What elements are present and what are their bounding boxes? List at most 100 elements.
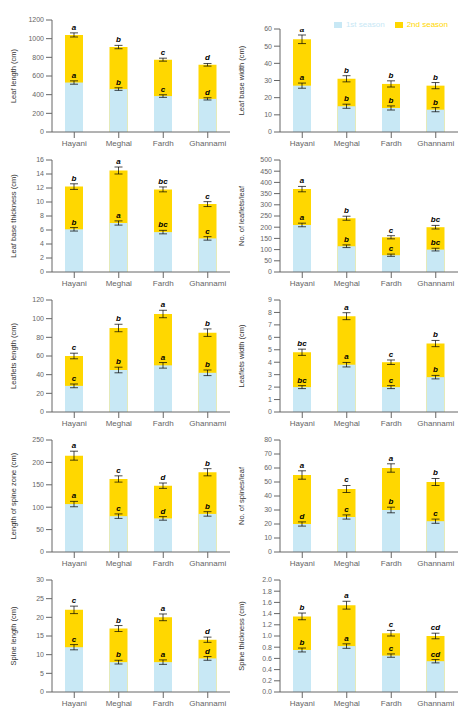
svg-text:500: 500 bbox=[260, 156, 272, 163]
svg-text:150: 150 bbox=[32, 481, 44, 488]
svg-text:400: 400 bbox=[32, 91, 44, 98]
svg-text:10: 10 bbox=[36, 651, 44, 658]
svg-text:Hayani: Hayani bbox=[62, 559, 87, 568]
svg-text:a: a bbox=[72, 23, 77, 32]
svg-text:100: 100 bbox=[32, 315, 44, 322]
svg-text:30: 30 bbox=[36, 576, 44, 583]
svg-text:b: b bbox=[72, 174, 77, 183]
svg-text:Ghannami: Ghannami bbox=[189, 139, 226, 148]
svg-text:bc: bc bbox=[431, 215, 441, 224]
svg-text:0.2: 0.2 bbox=[262, 677, 272, 684]
svg-text:0: 0 bbox=[268, 268, 272, 275]
svg-text:Leaf length (cm): Leaf length (cm) bbox=[9, 48, 18, 103]
svg-text:a: a bbox=[389, 454, 394, 463]
svg-text:bc: bc bbox=[158, 220, 168, 229]
svg-text:6: 6 bbox=[40, 226, 44, 233]
svg-text:4: 4 bbox=[40, 240, 44, 247]
svg-text:a: a bbox=[300, 213, 305, 222]
svg-text:b: b bbox=[433, 468, 438, 477]
svg-text:b: b bbox=[116, 650, 121, 659]
svg-text:Fardh: Fardh bbox=[153, 699, 174, 708]
svg-text:No. of spines/leaf: No. of spines/leaf bbox=[237, 466, 246, 525]
svg-text:1.6: 1.6 bbox=[262, 599, 272, 606]
svg-text:c: c bbox=[433, 509, 438, 518]
svg-text:b: b bbox=[344, 206, 349, 215]
svg-text:Hayani: Hayani bbox=[290, 699, 315, 708]
svg-text:Ghannami: Ghannami bbox=[189, 559, 226, 568]
svg-text:10: 10 bbox=[264, 534, 272, 541]
svg-text:cd: cd bbox=[431, 650, 441, 659]
svg-text:Hayani: Hayani bbox=[62, 419, 87, 428]
svg-text:250: 250 bbox=[260, 212, 272, 219]
svg-text:c: c bbox=[344, 505, 349, 514]
svg-text:8: 8 bbox=[40, 212, 44, 219]
svg-text:c: c bbox=[72, 635, 77, 644]
svg-text:Ghannami: Ghannami bbox=[189, 419, 226, 428]
svg-text:b: b bbox=[72, 218, 77, 227]
svg-text:1.0: 1.0 bbox=[262, 632, 272, 639]
svg-text:0: 0 bbox=[40, 408, 44, 415]
svg-text:8: 8 bbox=[268, 309, 272, 316]
svg-text:9: 9 bbox=[268, 296, 272, 303]
svg-text:c: c bbox=[72, 596, 77, 605]
svg-text:Meghal: Meghal bbox=[334, 419, 360, 428]
svg-text:0.6: 0.6 bbox=[262, 655, 272, 662]
svg-text:0: 0 bbox=[40, 268, 44, 275]
svg-text:b: b bbox=[389, 497, 394, 506]
svg-text:2: 2 bbox=[268, 384, 272, 391]
svg-text:Meghal: Meghal bbox=[334, 139, 360, 148]
svg-text:c: c bbox=[389, 644, 394, 653]
svg-text:50: 50 bbox=[264, 43, 272, 50]
svg-text:b: b bbox=[116, 314, 121, 323]
svg-text:2: 2 bbox=[40, 254, 44, 261]
svg-text:b: b bbox=[433, 330, 438, 339]
svg-text:Ghannami: Ghannami bbox=[417, 419, 454, 428]
svg-text:d: d bbox=[205, 88, 211, 97]
svg-text:1.2: 1.2 bbox=[262, 621, 272, 628]
svg-text:1.4: 1.4 bbox=[262, 610, 272, 617]
svg-text:a: a bbox=[116, 211, 121, 220]
svg-text:Leaflets length (cm): Leaflets length (cm) bbox=[9, 323, 18, 389]
svg-text:6: 6 bbox=[268, 334, 272, 341]
svg-text:12: 12 bbox=[36, 184, 44, 191]
svg-text:350: 350 bbox=[260, 190, 272, 197]
svg-text:80: 80 bbox=[264, 436, 272, 443]
svg-text:Hayani: Hayani bbox=[290, 279, 315, 288]
svg-text:1: 1 bbox=[268, 396, 272, 403]
svg-text:0: 0 bbox=[268, 128, 272, 135]
svg-text:1.8: 1.8 bbox=[262, 588, 272, 595]
svg-text:Meghal: Meghal bbox=[106, 699, 132, 708]
svg-text:Hayani: Hayani bbox=[290, 559, 315, 568]
svg-text:0: 0 bbox=[40, 128, 44, 135]
svg-text:c: c bbox=[205, 227, 210, 236]
svg-text:10: 10 bbox=[36, 198, 44, 205]
svg-text:a: a bbox=[161, 353, 166, 362]
svg-text:50: 50 bbox=[36, 526, 44, 533]
svg-text:Meghal: Meghal bbox=[106, 279, 132, 288]
svg-text:b: b bbox=[205, 502, 210, 511]
svg-text:a: a bbox=[161, 604, 166, 613]
svg-text:Hayani: Hayani bbox=[62, 699, 87, 708]
svg-text:200: 200 bbox=[32, 459, 44, 466]
svg-text:No. of leaflets/leaf: No. of leaflets/leaf bbox=[237, 185, 246, 246]
svg-text:Ghannami: Ghannami bbox=[189, 279, 226, 288]
svg-text:Meghal: Meghal bbox=[334, 559, 360, 568]
svg-text:b: b bbox=[116, 357, 121, 366]
svg-text:450: 450 bbox=[260, 168, 272, 175]
svg-text:Fardh: Fardh bbox=[153, 279, 174, 288]
svg-text:Fardh: Fardh bbox=[153, 139, 174, 148]
svg-text:Meghal: Meghal bbox=[106, 559, 132, 568]
svg-text:0.4: 0.4 bbox=[262, 666, 272, 673]
svg-text:0: 0 bbox=[268, 548, 272, 555]
svg-text:c: c bbox=[205, 192, 210, 201]
svg-text:c: c bbox=[161, 48, 166, 57]
svg-text:c: c bbox=[389, 244, 394, 253]
svg-text:5: 5 bbox=[40, 670, 44, 677]
svg-text:150: 150 bbox=[260, 235, 272, 242]
svg-text:c: c bbox=[389, 350, 394, 359]
svg-text:b: b bbox=[205, 360, 210, 369]
svg-text:70: 70 bbox=[264, 450, 272, 457]
svg-text:100: 100 bbox=[260, 246, 272, 253]
svg-text:a: a bbox=[116, 160, 121, 166]
svg-text:a: a bbox=[344, 591, 349, 600]
